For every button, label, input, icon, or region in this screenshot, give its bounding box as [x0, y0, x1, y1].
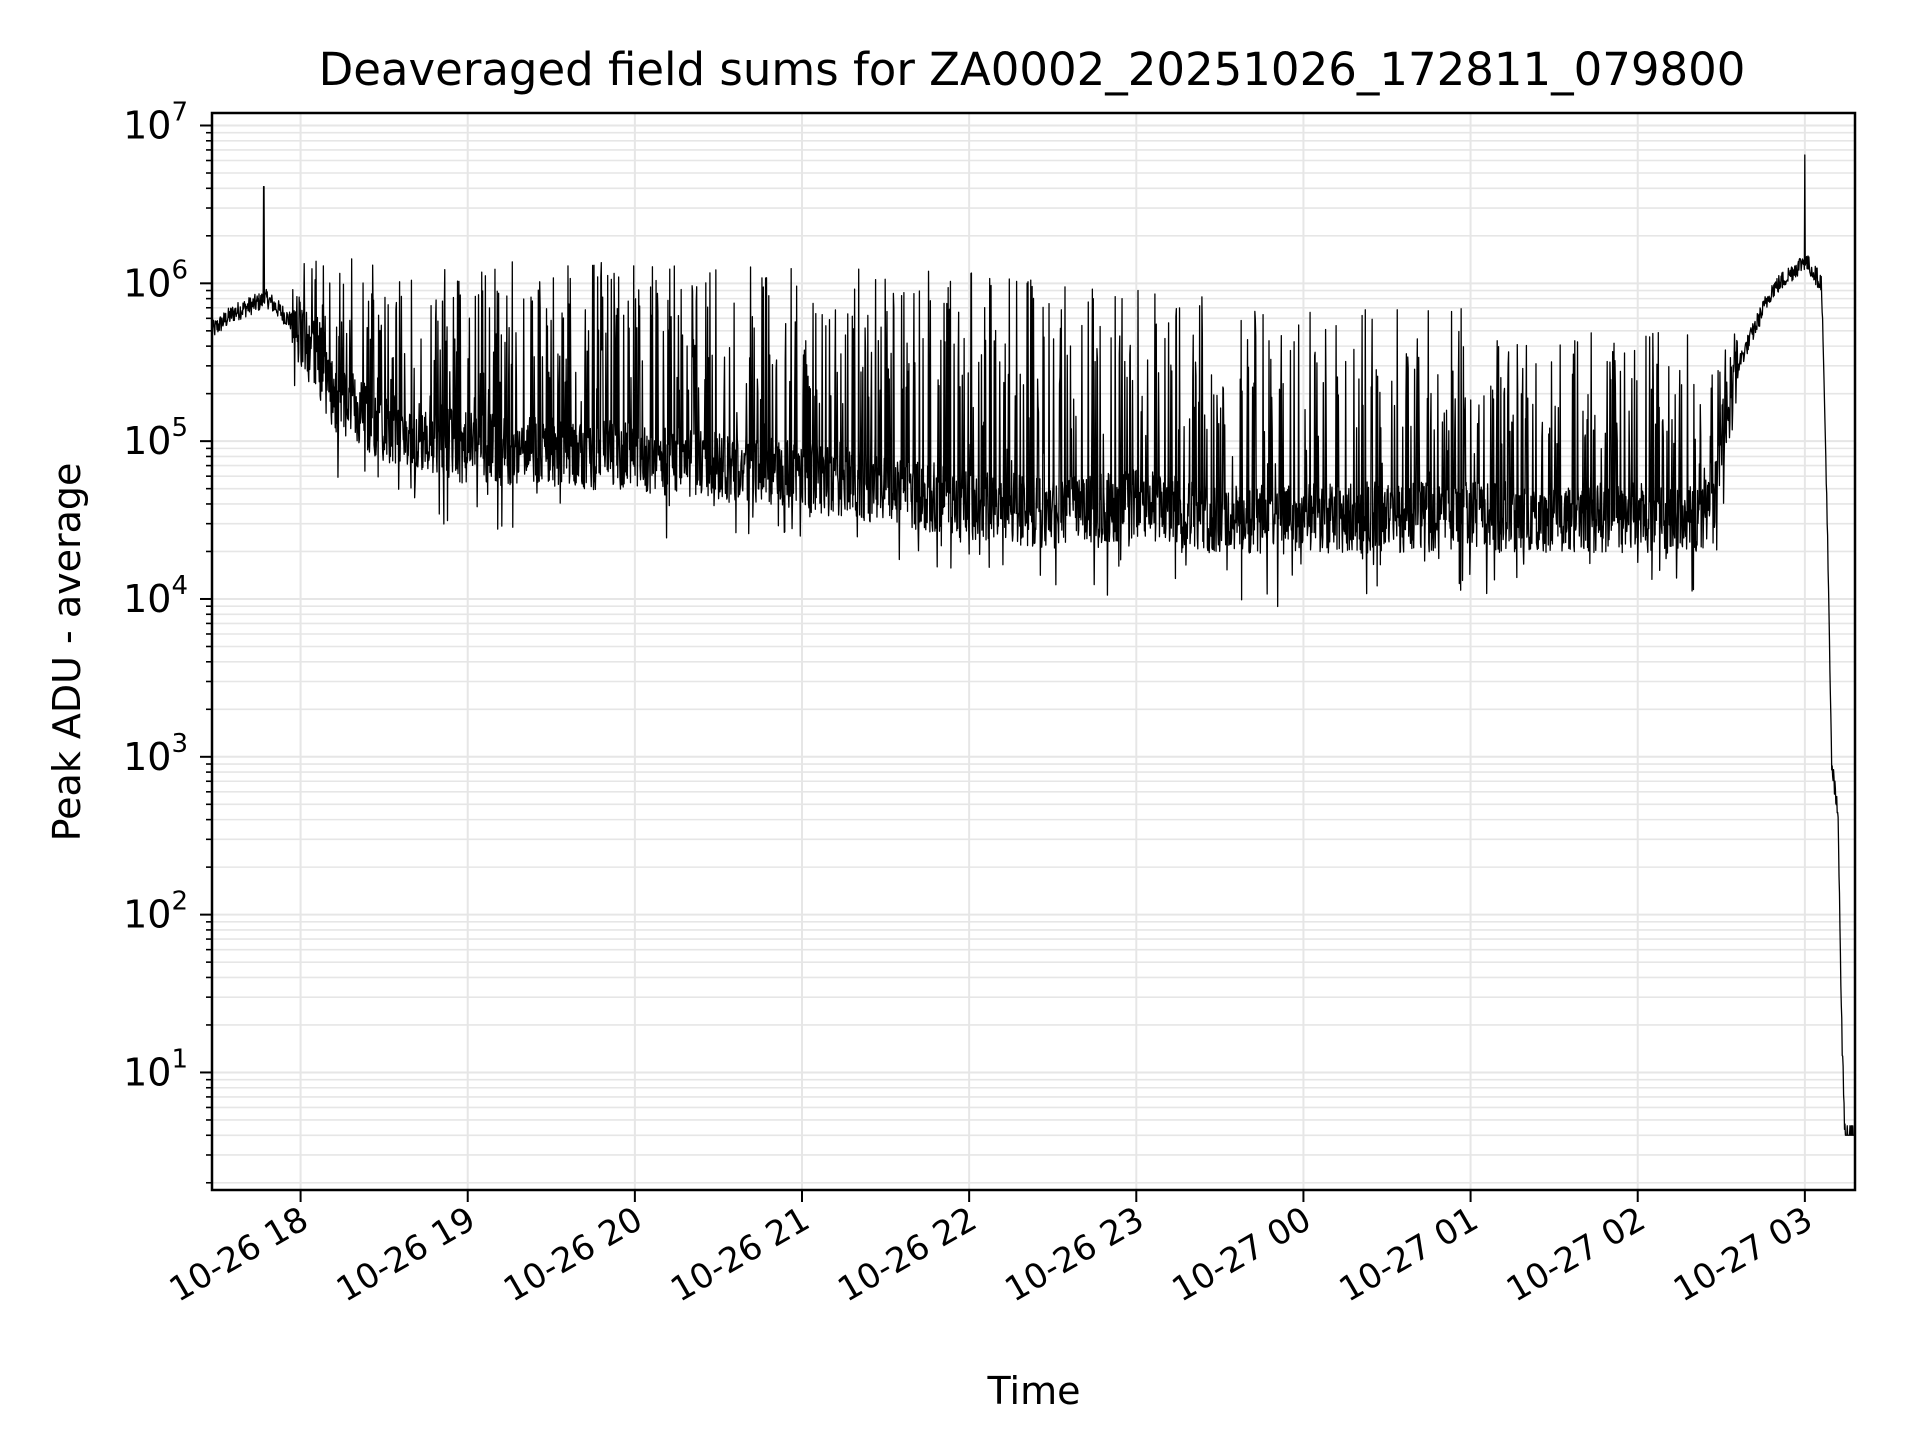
y-tick-label: 105 [123, 413, 188, 463]
grid-lines [212, 113, 1855, 1190]
data-series [211, 154, 1856, 1136]
y-tick-label: 104 [123, 571, 188, 621]
y-tick-label: 106 [123, 255, 188, 305]
y-tick-label: 103 [123, 729, 188, 779]
y-tick-label: 101 [123, 1044, 188, 1094]
series-line [211, 154, 1856, 1136]
plot-frame [210, 111, 1857, 1192]
chart-title: Deaveraged field sums for ZA0002_2025102… [319, 43, 1746, 96]
y-tick-label: 102 [123, 887, 188, 937]
y-tick-label: 107 [123, 97, 188, 147]
y-axis-label: Peak ADU - average [45, 463, 89, 842]
x-axis-label: Time [987, 1369, 1081, 1413]
